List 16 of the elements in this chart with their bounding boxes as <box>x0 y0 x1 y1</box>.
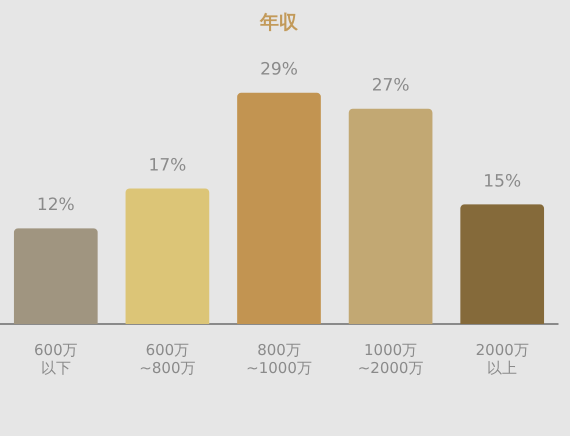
bar <box>348 108 432 324</box>
chart-title: 年収 <box>259 11 299 34</box>
bar <box>126 188 210 324</box>
bar <box>14 228 98 324</box>
data-label: 15% <box>483 171 522 192</box>
x-tick-label: 800万 ~1000万 <box>246 340 312 377</box>
data-label: 12% <box>36 195 75 216</box>
x-tick-label: 600万 ~800万 <box>139 340 196 377</box>
data-label: 17% <box>148 155 186 176</box>
bar <box>460 204 544 324</box>
data-label: 29% <box>260 60 298 80</box>
x-tick-label: 1000万 ~2000万 <box>358 340 424 377</box>
x-tick-label: 2000万以上 <box>476 340 529 377</box>
x-tick-label: 600万以下 <box>34 340 78 377</box>
data-label: 27% <box>372 76 410 96</box>
bar <box>237 92 321 324</box>
